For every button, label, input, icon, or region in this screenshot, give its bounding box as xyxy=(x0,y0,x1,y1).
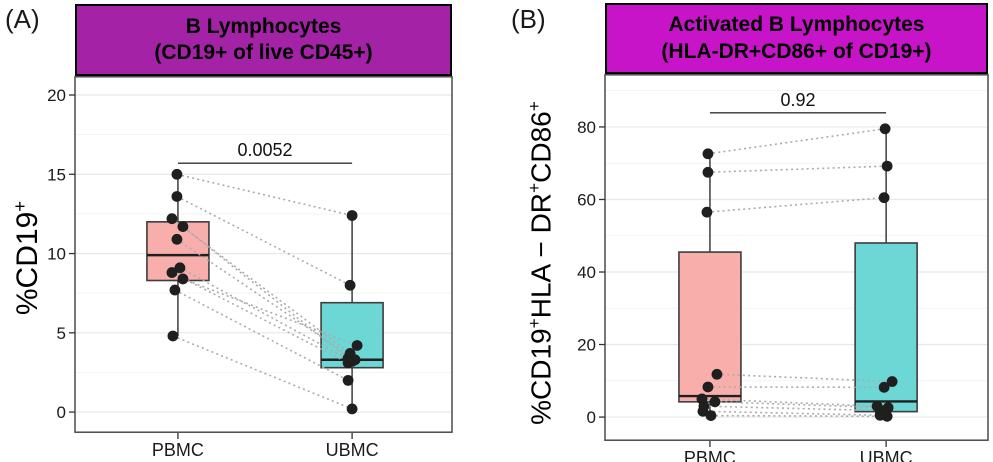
panel-b-title-line2: (HLA-DR+CD86+ of CD19+) xyxy=(661,39,932,63)
data-point-ubmc xyxy=(879,123,891,135)
data-point-pbmc xyxy=(174,262,186,274)
pair-line xyxy=(182,225,349,359)
panel-a-title-line1: B Lymphocytes xyxy=(185,14,342,38)
data-point-pbmc xyxy=(702,381,714,393)
data-point-ubmc xyxy=(878,381,890,393)
data-point-pbmc xyxy=(701,206,713,218)
panel-a-label: (A) xyxy=(5,4,40,34)
pair-line xyxy=(176,238,356,361)
data-point-pbmc xyxy=(177,273,189,285)
superscript-plus: + xyxy=(524,318,544,329)
pair-line xyxy=(176,195,351,286)
data-point-pbmc xyxy=(709,396,721,408)
y-tick-label: 80 xyxy=(577,118,596,137)
data-point-pbmc xyxy=(166,267,178,278)
data-point-pbmc xyxy=(169,284,181,296)
y-tick-label: 20 xyxy=(47,86,66,105)
data-point-pbmc xyxy=(711,368,723,380)
data-point-pbmc xyxy=(167,330,179,342)
superscript-plus: + xyxy=(524,101,544,112)
ylabel-text: CD86 xyxy=(525,111,557,183)
panel-border xyxy=(604,74,989,441)
data-point-ubmc xyxy=(346,403,358,415)
data-point-pbmc xyxy=(177,221,189,232)
data-point-pbmc xyxy=(705,410,717,422)
category-label-pbmc: PBMC xyxy=(152,440,204,460)
y-tick-label: 40 xyxy=(577,263,596,282)
pair-line xyxy=(706,196,885,213)
pair-line xyxy=(171,218,351,355)
pair-line xyxy=(171,271,349,364)
category-label-ubmc: UBMC xyxy=(860,448,913,462)
ylabel-text: %CD19 xyxy=(525,328,557,425)
data-point-ubmc xyxy=(886,376,898,387)
category-label-ubmc: UBMC xyxy=(326,440,379,460)
panel-b-title-line1: Activated B Lymphocytes xyxy=(668,13,925,37)
data-point-ubmc xyxy=(881,160,893,172)
pair-line xyxy=(710,414,888,418)
panel-b-y-axis-label: %CD19+HLA − DR+CD86+ xyxy=(517,81,556,445)
data-point-ubmc xyxy=(351,340,363,351)
data-point-ubmc xyxy=(881,410,893,422)
y-tick-label: 20 xyxy=(577,336,596,355)
pair-line xyxy=(707,165,888,174)
panel-b-boxplot: 0.92 0 20 40 60 80 PBMC UBMC xyxy=(577,74,989,462)
superscript-plus: + xyxy=(524,182,544,193)
data-point-ubmc xyxy=(346,210,358,221)
pair-line xyxy=(179,267,353,363)
data-point-pbmc xyxy=(697,405,709,417)
panel-b-label: (B) xyxy=(511,4,546,34)
ylabel-text: HLA − DR xyxy=(525,192,557,319)
pair-line xyxy=(701,398,878,407)
y-tick-label: 0 xyxy=(57,403,66,422)
data-point-ubmc xyxy=(342,357,354,369)
panel-border xyxy=(74,76,453,433)
category-label-pbmc: PBMC xyxy=(684,448,736,462)
y-tick-label: 15 xyxy=(47,165,66,184)
pair-line xyxy=(176,173,353,217)
data-point-pbmc xyxy=(171,233,183,245)
box-pbmc xyxy=(678,251,742,403)
pair-line xyxy=(716,373,893,383)
data-point-pbmc xyxy=(171,168,183,180)
y-tick-label: 5 xyxy=(57,324,66,343)
panel-a-title-line2: (CD19+ of live CD45+) xyxy=(154,41,373,64)
pair-line xyxy=(707,127,886,155)
panel-a-title-banner: B Lymphocytes (CD19+ of live CD45+) xyxy=(75,4,452,76)
data-point-pbmc xyxy=(702,166,714,178)
box-ubmc xyxy=(854,242,918,413)
pair-line xyxy=(174,289,349,382)
data-point-pbmc xyxy=(702,148,714,160)
pair-line xyxy=(702,410,881,417)
data-point-ubmc xyxy=(344,279,356,291)
y-tick-label: 0 xyxy=(587,408,596,427)
data-point-pbmc xyxy=(171,191,183,202)
panel-a-boxplot: 0.0052 0 5 10 15 20 PBMC UBMC xyxy=(47,76,453,460)
data-point-pbmc xyxy=(166,213,178,225)
pvalue-label: 0.92 xyxy=(781,90,816,110)
pvalue-label: 0.0052 xyxy=(237,140,292,160)
y-tick-label: 10 xyxy=(47,245,66,264)
pair-line xyxy=(172,335,353,410)
panel-b-title-banner: Activated B Lymphocytes (HLA-DR+CD86+ of… xyxy=(605,3,988,74)
data-point-ubmc xyxy=(342,374,354,386)
pair-line xyxy=(703,405,881,412)
data-point-ubmc xyxy=(878,192,890,204)
y-tick-label: 60 xyxy=(577,190,596,209)
